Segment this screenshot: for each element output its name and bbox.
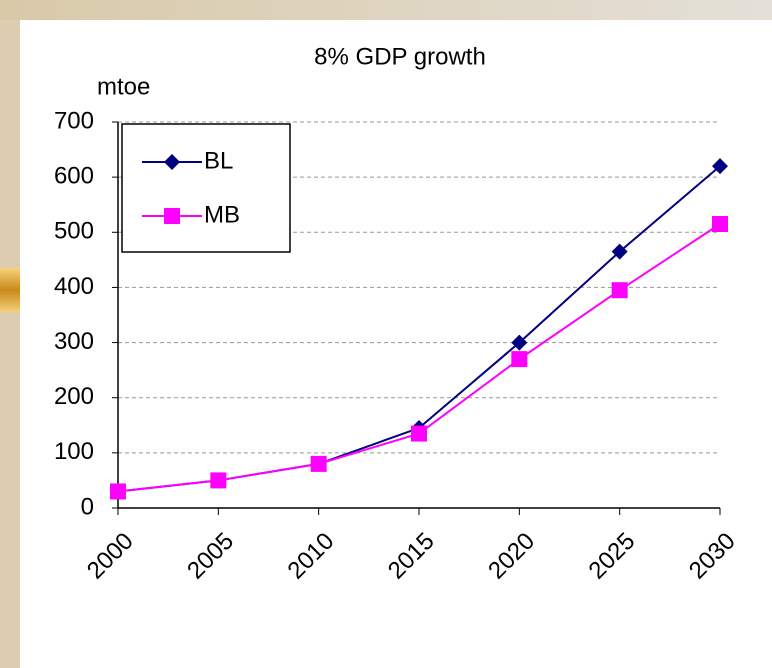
marker xyxy=(611,282,628,299)
legend-label: BL xyxy=(204,147,233,174)
y-tick-label: 300 xyxy=(54,328,94,355)
marker xyxy=(511,351,528,368)
chart-title: 8% GDP growth xyxy=(314,43,486,70)
marker xyxy=(511,334,528,351)
marker xyxy=(164,208,180,224)
y-tick-label: 500 xyxy=(54,218,94,245)
marker xyxy=(310,455,327,472)
marker xyxy=(164,154,180,170)
legend-label: MB xyxy=(204,201,240,228)
y-axis-label: mtoe xyxy=(97,73,150,100)
y-tick-label: 200 xyxy=(54,383,94,410)
marker xyxy=(411,425,427,442)
legend-box xyxy=(121,123,291,253)
y-tick-label: 100 xyxy=(54,438,94,465)
y-tick-label: 600 xyxy=(54,162,94,189)
decoration xyxy=(0,268,22,312)
marker xyxy=(210,472,227,489)
marker xyxy=(712,158,728,175)
y-tick-label: 0 xyxy=(81,493,94,520)
top-band xyxy=(0,0,772,20)
y-tick-label: 700 xyxy=(54,107,94,134)
y-tick-label: 400 xyxy=(54,273,94,300)
marker xyxy=(712,216,728,233)
marker xyxy=(110,483,126,500)
marker xyxy=(611,243,628,260)
